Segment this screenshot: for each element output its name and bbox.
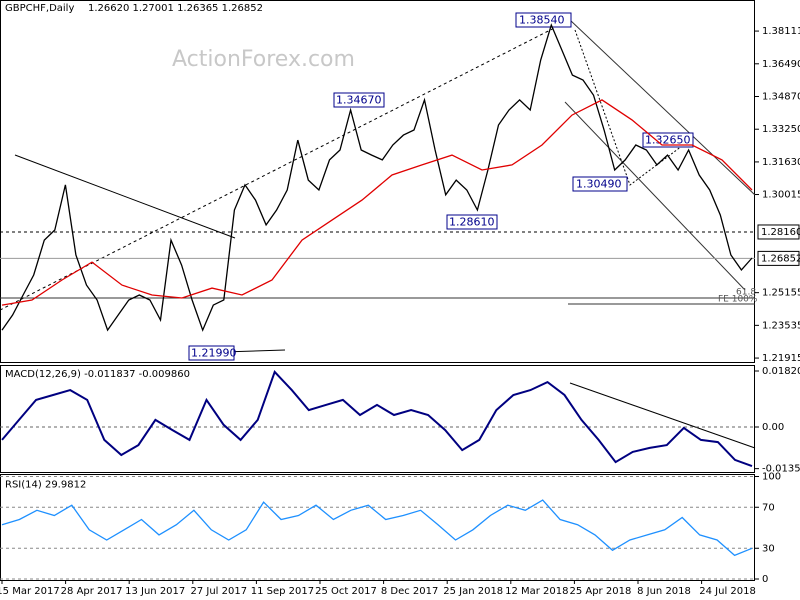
y-tick-label: 1.23535 (762, 320, 800, 331)
wave-line (574, 29, 691, 186)
y-tick-label: 30 (762, 543, 775, 554)
y-tick-label: 1.33250 (762, 124, 800, 135)
y-tick-label: 0.018204 (762, 366, 800, 377)
trendline (0, 19, 571, 311)
series-line (1, 370, 753, 468)
annotation-box (333, 92, 385, 108)
y-tick-label: -0.013543 (762, 464, 800, 475)
channel-line (564, 101, 746, 291)
x-tick-label: 24 Jul 2018 (699, 586, 756, 597)
series-line (1, 499, 753, 557)
y-tick-label: 1.25155 (762, 288, 800, 299)
panel-subtitle: 1.26620 1.27001 1.26365 1.26852 (88, 3, 263, 14)
x-tick-label: 15 Mar 2017 (0, 586, 60, 597)
panel-title: GBPCHF,Daily (5, 3, 74, 14)
rsi-panel (0, 474, 755, 581)
x-tick-label: 25 Apr 2018 (569, 586, 631, 597)
x-tick-label: 8 Dec 2017 (381, 586, 439, 597)
macd-panel (0, 365, 755, 473)
x-tick-label: 11 Sep 2017 (251, 586, 314, 597)
series-line (1, 23, 753, 332)
macd-trendline (569, 382, 756, 449)
x-tick-label: 25 Jan 2018 (443, 586, 503, 597)
channel-line (569, 19, 756, 196)
y-tick-label: 1.30015 (762, 190, 800, 201)
y-tick-label: 100 (762, 472, 781, 483)
annotation: 1.34670 (336, 94, 382, 107)
annotation: 1.30490 (576, 178, 622, 191)
x-tick-label: 28 Apr 2017 (61, 586, 123, 597)
annotation-box (642, 132, 694, 148)
annotation: 61.8 (736, 288, 756, 298)
annotation: 1.21990 (191, 347, 237, 360)
annotation: 1.32650 (645, 134, 691, 147)
annotation: 1.38540 (519, 14, 565, 27)
watermark: ActionForex.com (172, 47, 355, 72)
panel-title: MACD(12,26,9) -0.011837 -0.009860 (5, 369, 190, 380)
y-tick-label: 0.00 (762, 422, 784, 433)
x-tick-label: 27 Jul 2017 (190, 586, 247, 597)
x-tick-label: 8 Jun 2018 (637, 586, 691, 597)
annotation: 1.28610 (449, 216, 495, 229)
y-tick-label: 1.36490 (762, 59, 800, 70)
y-tick-label: 1.21915 (762, 353, 800, 364)
annotation-box (572, 176, 628, 192)
y-tick-label: 0 (762, 574, 768, 585)
y-tick-label: 1.34870 (762, 92, 800, 103)
annotation-box (446, 214, 498, 230)
x-tick-label: 25 Oct 2017 (315, 586, 377, 597)
panel-title: RSI(14) 29.9812 (5, 480, 86, 491)
series-line (1, 99, 753, 306)
level-label: 1.28160 (761, 227, 800, 238)
trendlines (0, 19, 756, 449)
annotation-box (188, 345, 235, 361)
annotation: FE 100% (718, 295, 758, 305)
level-label: 1.26852 (761, 253, 800, 264)
level-box (757, 250, 800, 266)
annotation-box (515, 12, 572, 28)
trendline (14, 154, 236, 239)
y-tick-label: 1.38111 (762, 26, 800, 37)
annotations: 1.38540 1.34670 1.32650 1.30490 1.28610 … (188, 12, 758, 361)
level-box (757, 224, 800, 240)
y-tick-label: 70 (762, 502, 775, 513)
x-tick-label: 12 Mar 2018 (505, 586, 568, 597)
x-tick-label: 13 Jun 2017 (125, 586, 185, 597)
y-tick-label: 1.31630 (762, 157, 800, 168)
price-panel (0, 0, 755, 363)
